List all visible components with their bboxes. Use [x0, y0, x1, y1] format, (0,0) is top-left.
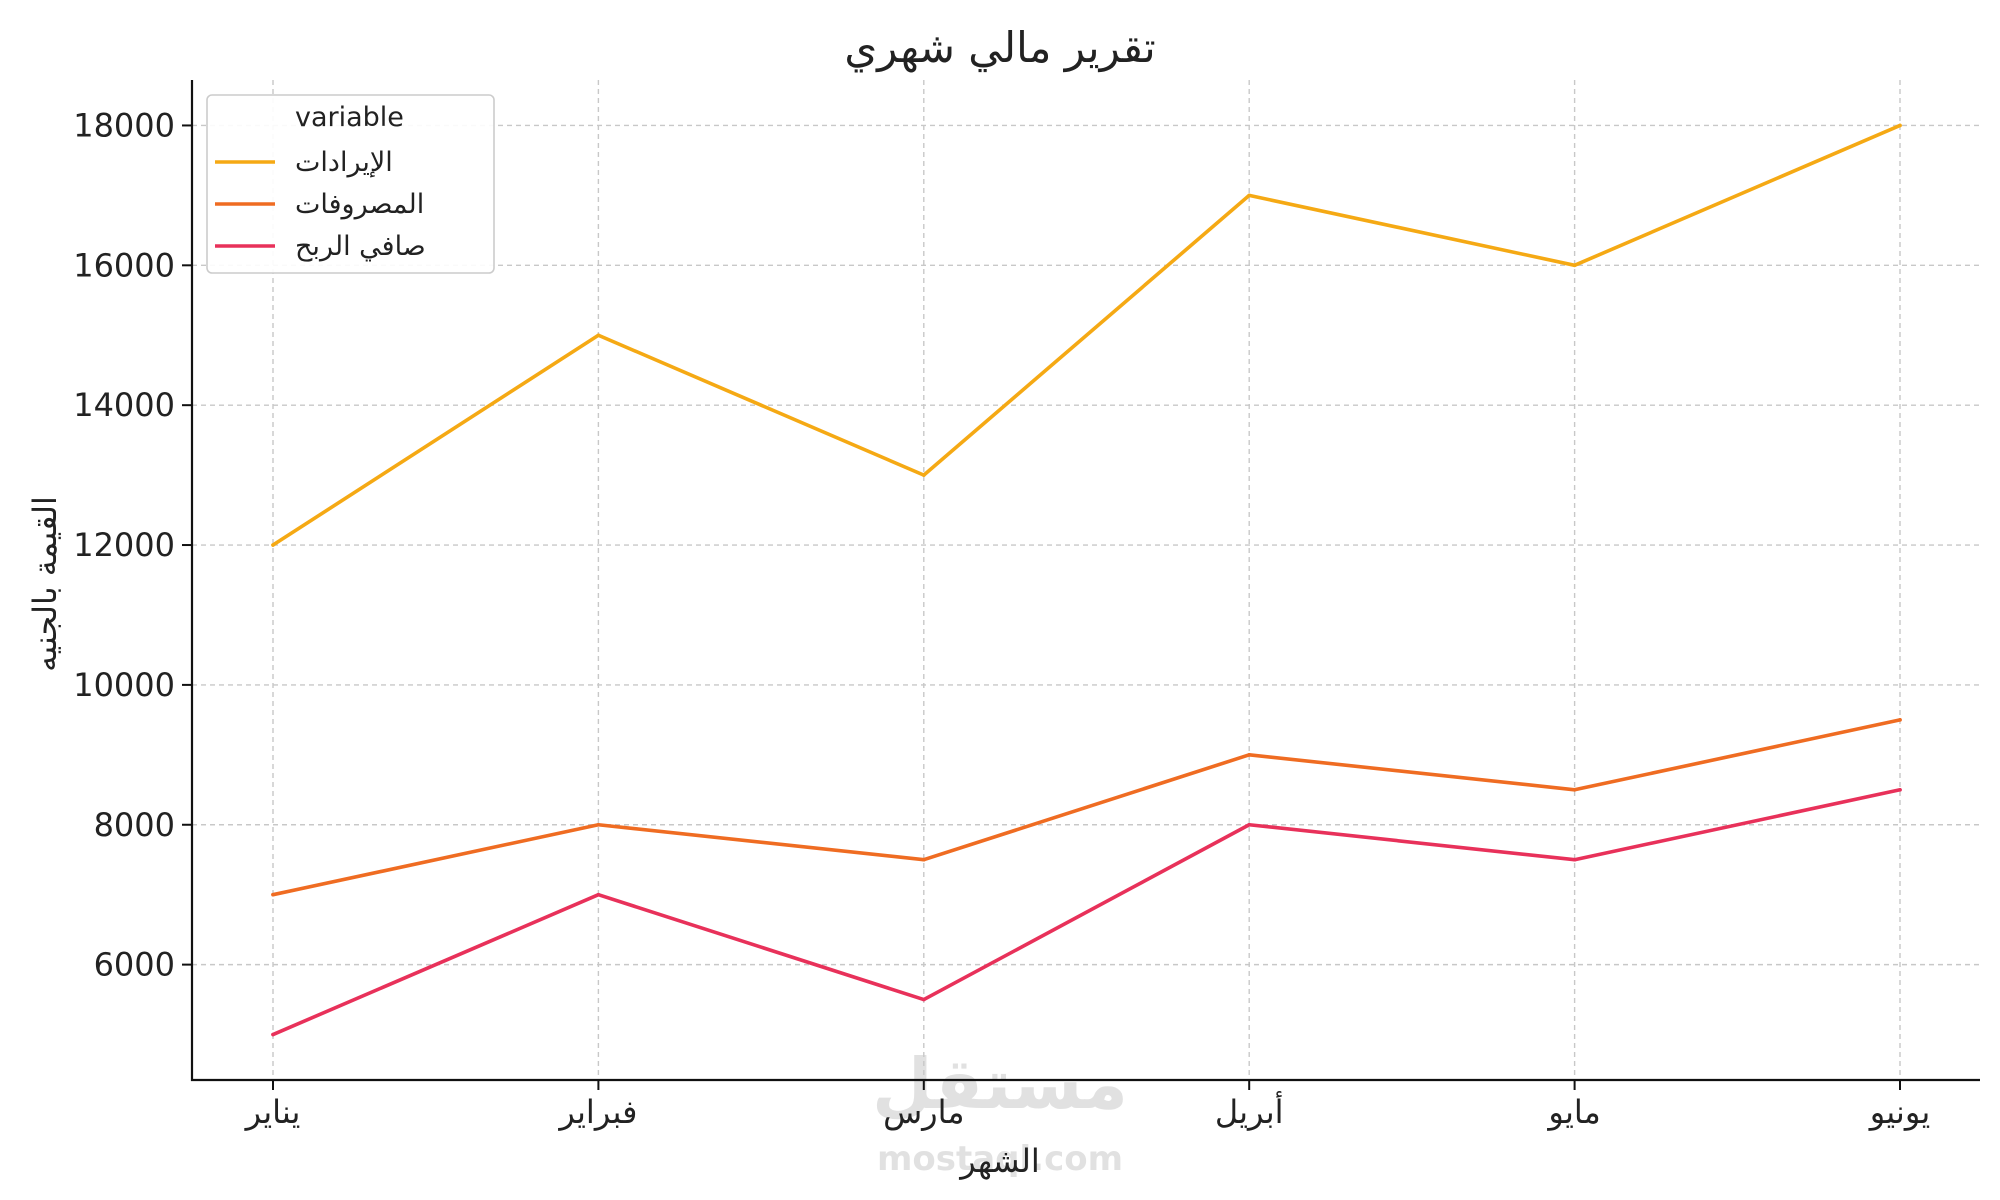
legend-box	[206, 94, 495, 274]
data-point	[596, 822, 601, 827]
data-point	[1898, 123, 1902, 128]
y-tick-label: 16000	[73, 246, 175, 284]
chart-title: تقرير مالي شهري	[844, 23, 1155, 73]
data-point	[596, 892, 601, 897]
x-tick-label: مارس	[883, 1093, 964, 1131]
data-point	[596, 333, 601, 338]
x-axis-label: الشهر	[958, 1142, 1040, 1180]
series-lines	[271, 123, 1902, 1037]
data-point	[1247, 193, 1251, 198]
axis-spines	[190, 80, 1980, 1082]
legend-label: صافي الربح	[295, 231, 426, 262]
watermark-logo: مستقل	[872, 1043, 1128, 1125]
y-tick-label: 8000	[94, 806, 175, 844]
legend-label: الإيرادات	[295, 147, 393, 178]
axes: يناير فبراير مارس أبريل مايو يونيو 6000 8000 100…	[73, 80, 1980, 1131]
x-tick-label: أبريل	[1215, 1091, 1284, 1131]
data-point	[271, 892, 275, 897]
data-point	[1247, 822, 1251, 827]
data-point	[1898, 718, 1902, 722]
data-point	[1572, 787, 1577, 792]
data-point	[1898, 787, 1902, 792]
x-tick-label: فبراير	[557, 1093, 637, 1131]
data-point	[922, 997, 926, 1002]
watermark: مستقل mostaql.com	[872, 1043, 1128, 1179]
x-tick-label: مايو	[1546, 1093, 1600, 1131]
watermark-site: mostaql.com	[877, 1139, 1123, 1179]
y-tick-label: 6000	[94, 946, 175, 984]
data-point	[922, 473, 926, 477]
x-tick-label: يناير	[244, 1093, 301, 1131]
y-tick-label: 10000	[73, 666, 175, 704]
data-point	[922, 857, 926, 862]
y-tick-label: 12000	[73, 526, 175, 564]
data-point	[271, 1032, 275, 1037]
grid	[192, 80, 1980, 1080]
x-tick-label: يونيو	[1868, 1093, 1931, 1131]
series-line-1	[271, 123, 1902, 547]
data-point	[1572, 263, 1577, 268]
data-point	[1572, 857, 1577, 862]
y-tick-label: 14000	[73, 386, 175, 424]
y-axis-label: القيمة بالجنيه	[26, 496, 64, 672]
y-tick-label: 18000	[73, 106, 175, 144]
data-point	[1247, 753, 1251, 757]
legend-label: المصروفات	[295, 189, 424, 220]
legend-title: variable	[295, 102, 404, 133]
legend: variable الإيرادات المصروفات صافي الربح	[206, 94, 495, 274]
series-line-2	[271, 718, 1902, 897]
series-line-3	[271, 787, 1902, 1037]
data-point	[271, 543, 275, 547]
